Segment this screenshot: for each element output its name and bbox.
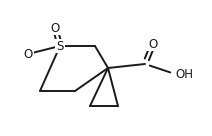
Text: O: O <box>50 21 60 35</box>
Text: S: S <box>56 39 64 52</box>
Text: O: O <box>148 38 158 50</box>
Text: OH: OH <box>175 67 193 81</box>
Text: O: O <box>23 47 33 61</box>
